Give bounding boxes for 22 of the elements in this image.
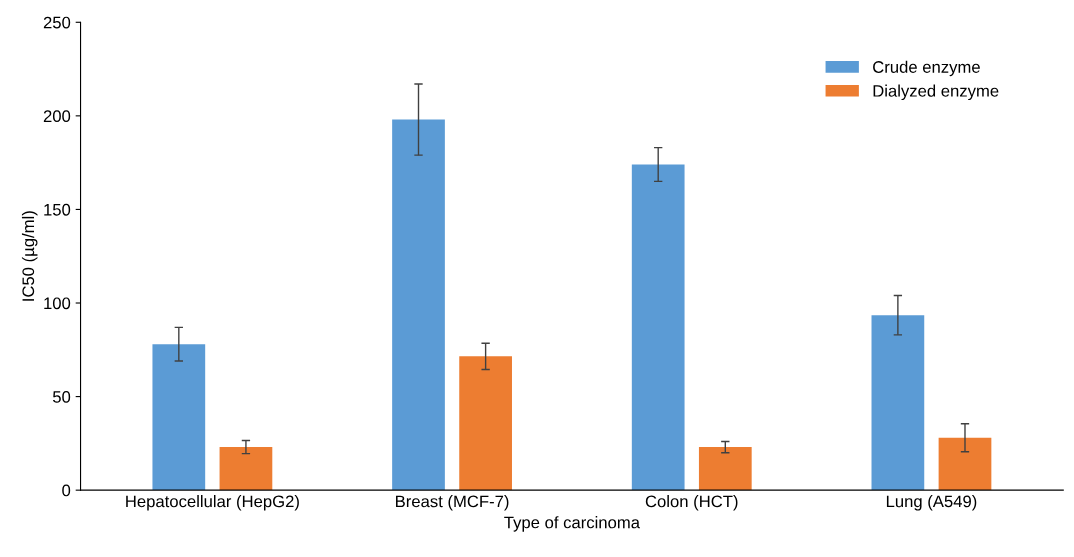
legend-label: Dialyzed enzyme: [873, 84, 999, 101]
bar: [871, 315, 925, 491]
bar: [698, 447, 752, 491]
bar: [938, 437, 992, 491]
legend-label: Crude enzyme: [873, 60, 980, 77]
y-tick-label: 150: [44, 203, 71, 216]
bar: [631, 164, 685, 491]
y-tick-label: 0: [62, 484, 71, 497]
x-tick-label: Breast (MCF-7): [396, 495, 509, 511]
bar: [152, 344, 206, 491]
x-tick-label: Colon (HCT): [645, 495, 738, 511]
x-tick-label: Hepatocellular (HepG2): [126, 495, 299, 511]
bar: [219, 447, 273, 491]
bar: [392, 119, 445, 491]
y-tick-label: 250: [43, 16, 71, 29]
bar: [459, 356, 512, 491]
y-axis-title: IC50 (µg/ml): [21, 211, 38, 301]
y-tick-label: 100: [44, 297, 71, 310]
y-tick-label: 50: [52, 390, 71, 403]
y-tick-label: 200: [43, 110, 71, 123]
x-tick-label: Lung (A549): [886, 495, 977, 511]
x-axis-title: Type of carcinoma: [504, 516, 640, 532]
